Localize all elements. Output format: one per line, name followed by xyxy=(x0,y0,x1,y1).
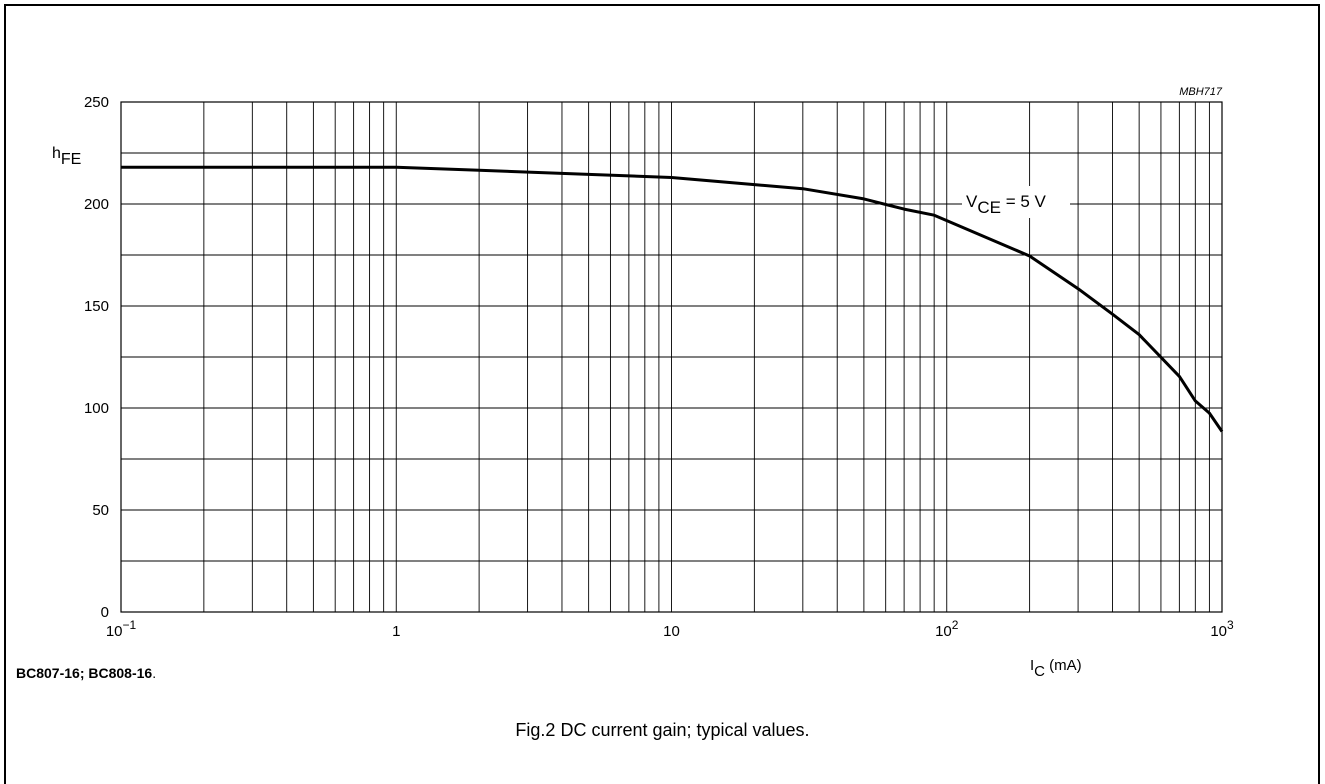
y-tick-label: 200 xyxy=(84,196,109,213)
x-tick-label: 103 xyxy=(1210,618,1234,640)
x-tick-label: 10−1 xyxy=(106,618,137,640)
part-numbers: BC807-16; BC808-16. xyxy=(16,665,156,681)
y-tick-label: 150 xyxy=(84,298,109,315)
plot-border xyxy=(120,101,1223,613)
y-tick-labels: 0 50 100 150 200 250 xyxy=(84,94,109,621)
y-axis-label: hFE xyxy=(52,145,81,168)
x-tick-label: 1 xyxy=(392,623,400,640)
hfe-curve xyxy=(121,165,1224,433)
x-axis-label: IC (mA) xyxy=(1030,657,1082,680)
part-numbers-bold: BC807-16; BC808-16 xyxy=(16,665,153,681)
figure-frame xyxy=(4,4,1320,784)
x-tick-label: 102 xyxy=(935,618,959,640)
y-tick-label: 250 xyxy=(84,94,109,111)
x-tick-label: 10 xyxy=(663,623,680,640)
x-tick-labels: 10−1 1 10 102 103 xyxy=(106,618,1234,640)
curve-label-background xyxy=(962,186,1070,218)
y-tick-label: 50 xyxy=(92,502,109,519)
figure-caption: Fig.2 DC current gain; typical values. xyxy=(515,720,810,740)
y-tick-label: 100 xyxy=(84,400,109,417)
part-numbers-tail: . xyxy=(152,665,157,681)
grid xyxy=(121,102,1222,612)
figure-code: MBH717 xyxy=(1179,86,1223,98)
y-tick-label: 0 xyxy=(101,604,109,621)
curve-label: VCE = 5 V xyxy=(966,192,1047,217)
